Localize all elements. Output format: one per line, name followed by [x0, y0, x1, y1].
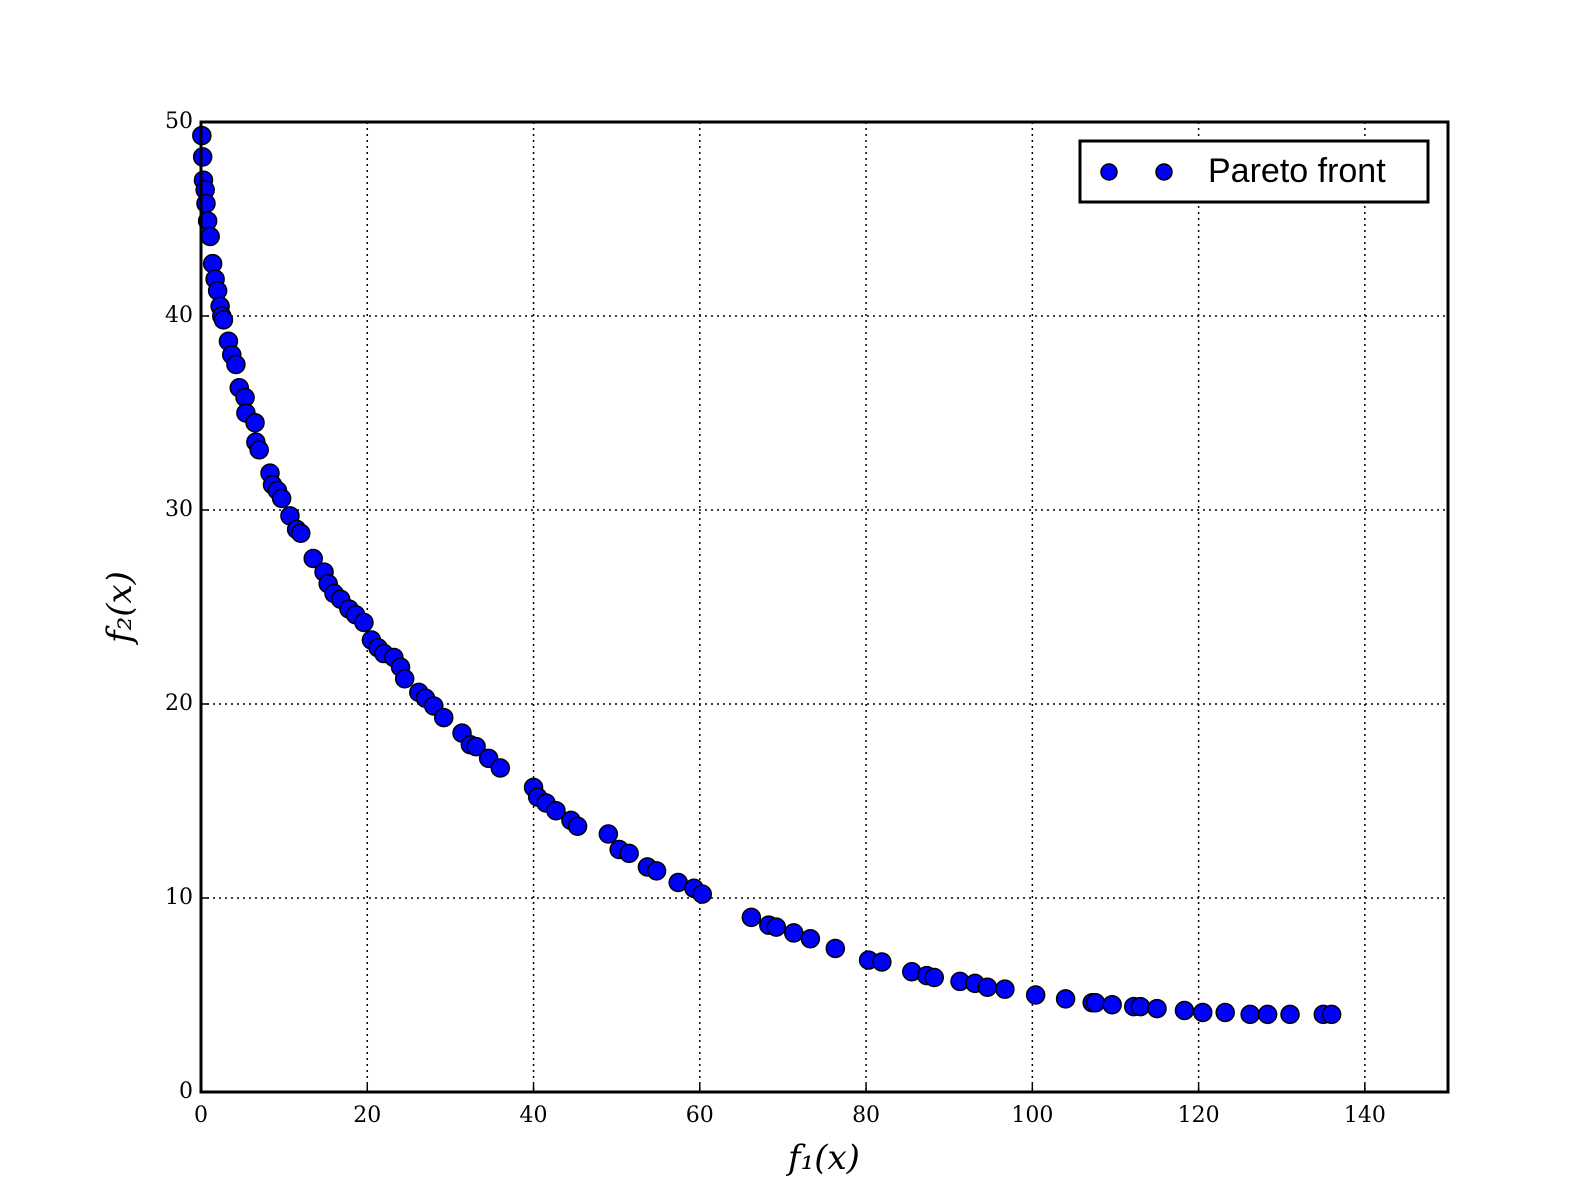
point	[466, 736, 486, 757]
point	[1025, 985, 1046, 1005]
point	[1193, 1002, 1213, 1023]
x-tick-label: 100	[1011, 1103, 1053, 1128]
point	[766, 917, 787, 937]
point	[924, 967, 944, 988]
y-tick-label: 30	[165, 497, 193, 522]
y-tick-label: 0	[179, 1079, 193, 1104]
point	[291, 523, 311, 544]
legend: Pareto front	[1078, 139, 1430, 204]
point	[303, 548, 323, 569]
point	[1085, 993, 1106, 1013]
plot-frame	[199, 120, 1450, 1094]
x-tick-label: 0	[194, 1103, 208, 1128]
point	[394, 669, 415, 689]
point	[567, 816, 588, 836]
point	[872, 952, 892, 972]
point	[1280, 1004, 1300, 1025]
point	[1215, 1002, 1235, 1023]
point	[192, 147, 213, 167]
y-tick-label: 50	[165, 109, 193, 134]
point	[200, 226, 220, 247]
point	[245, 412, 265, 433]
x-tick-label: 20	[353, 1103, 381, 1128]
point	[1240, 1004, 1260, 1025]
point	[692, 884, 713, 904]
point	[1257, 1004, 1278, 1025]
point	[271, 488, 292, 509]
y-axis-label: f₂(x)	[100, 571, 140, 646]
point	[1102, 994, 1122, 1015]
point	[433, 707, 454, 728]
x-tick-label: 40	[520, 1103, 548, 1128]
point	[1147, 998, 1167, 1019]
point	[490, 758, 511, 778]
point	[783, 923, 804, 943]
point	[619, 843, 639, 864]
y-tick-label: 40	[165, 303, 193, 328]
y-tick-label: 20	[165, 691, 193, 716]
points	[192, 125, 1342, 1025]
y-tick-label: 10	[165, 885, 193, 910]
x-tick-label: 140	[1344, 1103, 1386, 1128]
point	[213, 310, 234, 330]
point	[1130, 996, 1151, 1017]
point	[646, 861, 667, 881]
legend-box	[1078, 139, 1430, 204]
x-tick-label: 120	[1178, 1103, 1220, 1128]
legend-label: Pareto front	[1208, 152, 1386, 190]
point	[1174, 1000, 1195, 1021]
point	[977, 977, 998, 997]
point	[741, 907, 762, 928]
point	[226, 354, 246, 375]
point	[354, 612, 374, 633]
point	[1321, 1004, 1342, 1025]
x-axis-label: f₁(x)	[785, 1138, 860, 1178]
legend-marker	[1155, 163, 1173, 181]
point	[249, 440, 269, 460]
point	[825, 938, 846, 959]
x-tick-label: 60	[686, 1103, 714, 1128]
grid	[200, 121, 1448, 1093]
point	[1055, 989, 1076, 1009]
point	[800, 928, 821, 949]
point	[995, 979, 1015, 999]
legend-marker	[1100, 163, 1118, 181]
x-tick-label: 80	[852, 1103, 880, 1128]
point	[598, 824, 619, 844]
point	[546, 800, 566, 821]
